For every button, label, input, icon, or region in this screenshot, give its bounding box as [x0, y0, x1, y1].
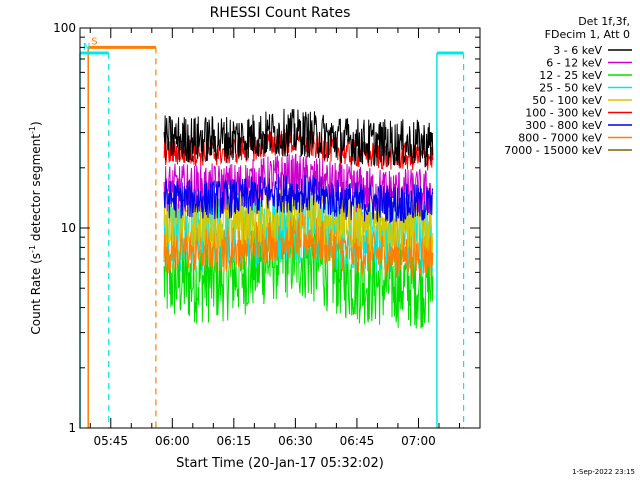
legend-entry-label: 300 - 800 keV — [525, 119, 602, 132]
legend-entry-label: 12 - 25 keV — [539, 69, 602, 82]
flag-label: S — [91, 36, 97, 47]
legend-entry-label: 3 - 6 keV — [553, 44, 602, 57]
legend-entry-label: 50 - 100 keV — [532, 94, 602, 107]
legend-header-line-2: FDecim 1, Att 0 — [545, 28, 630, 41]
data-layer — [163, 108, 434, 329]
legend-entry-label: 100 - 300 keV — [525, 107, 602, 120]
x-tick-label: 07:00 — [401, 434, 436, 448]
series-line — [163, 212, 434, 279]
y-tick-label: 100 — [53, 21, 76, 35]
legend-entry-label: 800 - 7000 keV — [518, 132, 602, 145]
series-line — [163, 108, 434, 168]
y-tick-label: 10 — [61, 221, 76, 235]
legend-header-line-1: Det 1f,3f, — [578, 15, 630, 28]
series-line — [163, 186, 434, 253]
legend-entry-label: 7000 - 15000 keV — [504, 144, 602, 157]
x-tick-label: 05:45 — [93, 434, 128, 448]
tick-layer: 1 10 100 05:45 06:00 06:15 06:30 06:45 07:00 — [53, 21, 480, 448]
legend-entry-label: 6 - 12 keV — [546, 57, 602, 70]
y-axis-label: Count Rate (s-1 detector segment-1) — [28, 121, 43, 334]
y-tick-label: 1 — [68, 421, 76, 435]
legend-entry-label: 25 - 50 keV — [539, 82, 602, 95]
x-tick-label: 06:15 — [217, 434, 252, 448]
x-tick-label: 06:00 — [155, 434, 190, 448]
x-axis-label: Start Time (20-Jan-17 05:32:02) — [176, 456, 384, 471]
series-line — [163, 173, 434, 224]
chart-title: RHESSI Count Rates — [210, 5, 351, 21]
x-tick-label: 06:45 — [340, 434, 375, 448]
flag-label: N — [83, 42, 90, 53]
x-tick-label: 06:30 — [278, 434, 313, 448]
timestamp: 1-Sep-2022 23:15 — [572, 468, 635, 476]
series-line — [163, 153, 434, 215]
